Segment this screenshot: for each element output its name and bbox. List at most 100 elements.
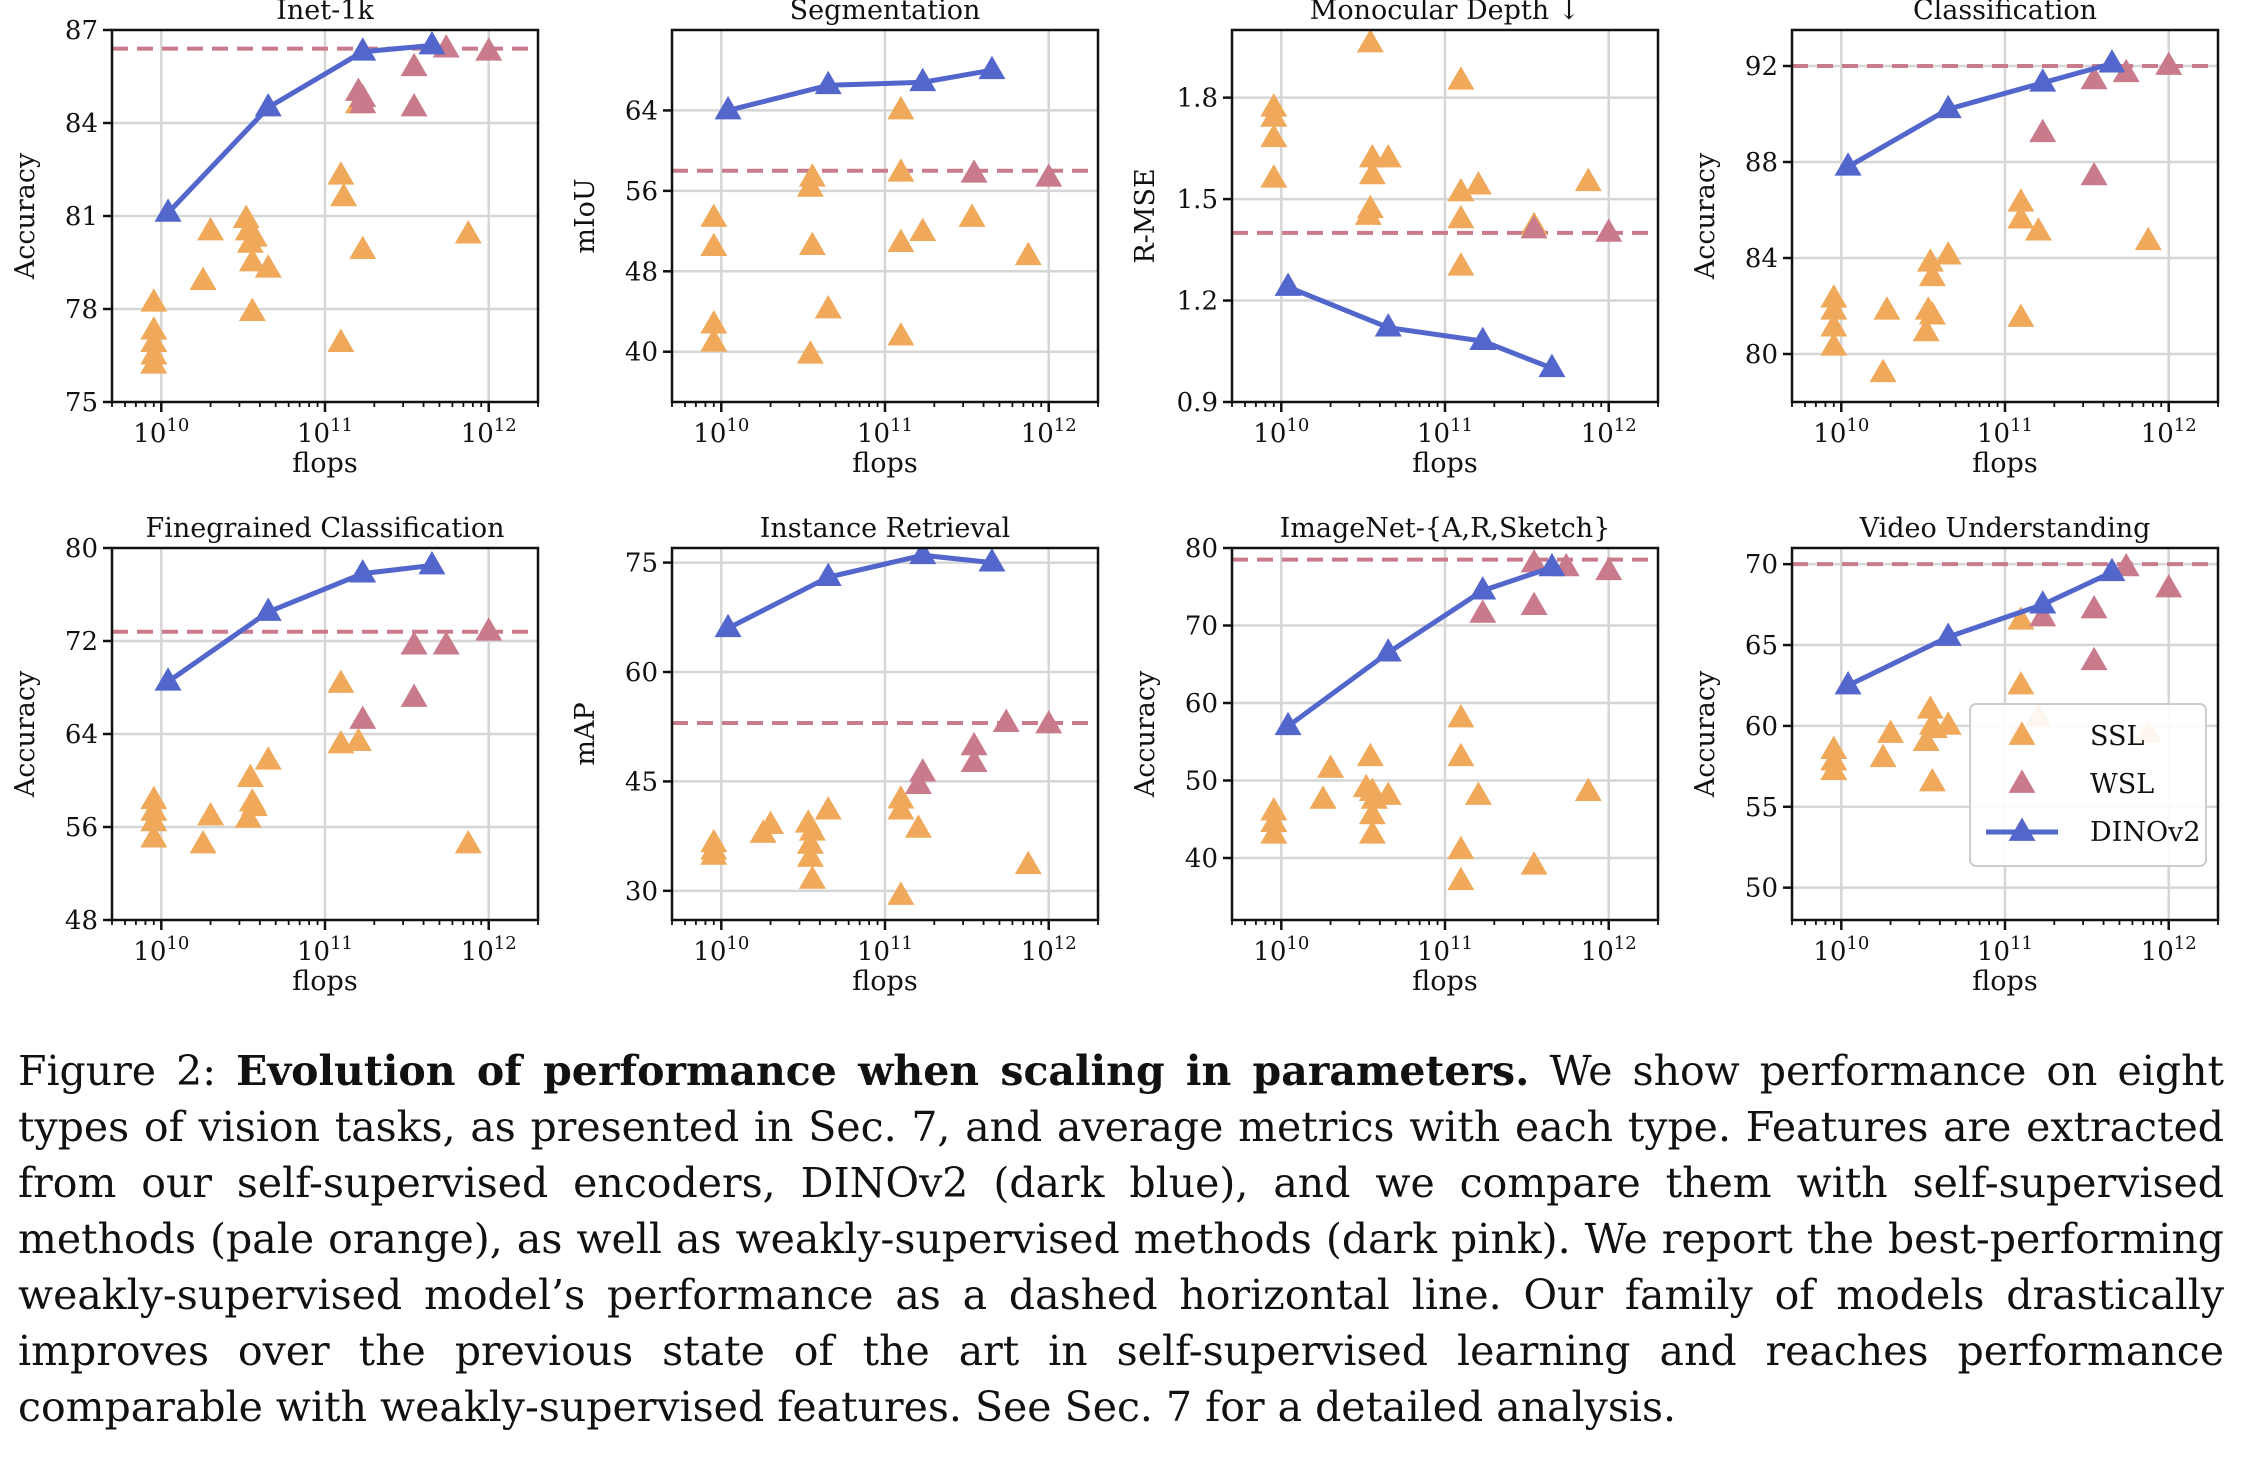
ssl-point [1309, 785, 1337, 809]
chart-panel: 40 48 56 64 1010 1011 1012 Segmentation flops mIo… [570, 0, 1100, 479]
wsl-point [1520, 591, 1548, 616]
x-axis-label: flops [292, 448, 357, 479]
x-tick-label: 1012 [461, 415, 517, 449]
dinov2-point [2098, 49, 2126, 73]
y-tick-label: 75 [625, 549, 658, 579]
ssl-point [454, 829, 482, 854]
y-tick-label: 80 [1745, 340, 1778, 370]
ssl-point [1912, 317, 1940, 342]
ssl-point [1820, 296, 1848, 320]
wsl-point [1595, 556, 1623, 581]
dinov2-point [418, 550, 446, 575]
ssl-point [887, 322, 915, 346]
y-tick-label: 81 [65, 202, 98, 232]
ssl-point [1260, 820, 1288, 844]
ssl-point [887, 158, 915, 182]
ssl-point [2007, 670, 2035, 695]
y-tick-label: 56 [65, 813, 98, 843]
dinov2-line [726, 552, 993, 631]
dinov2-point [154, 667, 182, 691]
y-tick-label: 70 [1745, 550, 1778, 580]
y-tick-label: 84 [65, 109, 98, 139]
ssl-point [1014, 241, 1042, 266]
x-tick-label: 1010 [693, 933, 749, 967]
wsl-point [2080, 65, 2108, 90]
dinov2-point [909, 67, 937, 92]
wsl-point [2029, 603, 2057, 627]
ssl-point [140, 350, 168, 374]
x-tick-label: 1012 [1021, 933, 1077, 967]
ssl-point [236, 763, 264, 788]
y-axis-label: mAP [570, 702, 601, 765]
x-axis-label: flops [292, 966, 357, 997]
dinov2-point [254, 93, 282, 117]
y-tick-label: 40 [625, 338, 658, 368]
ssl-point [140, 288, 168, 312]
wsl-point [2112, 58, 2140, 83]
ssl-point [349, 235, 377, 259]
dinov2-point [1934, 94, 1962, 119]
wsl-point [2112, 552, 2140, 577]
y-tick-label: 80 [65, 534, 98, 564]
y-tick-label: 40 [1185, 844, 1218, 874]
ssl-point [1447, 835, 1475, 860]
dinov2-point [418, 31, 446, 55]
wsl-point [1035, 163, 1063, 187]
x-tick-label: 1011 [857, 933, 913, 967]
dinov2-point [349, 559, 377, 583]
y-tick-label: 55 [1745, 793, 1778, 823]
dinov2-point [814, 562, 842, 587]
ssl-point [887, 796, 915, 820]
ssl-point [197, 217, 225, 241]
ssl-point [1356, 30, 1384, 53]
wsl-point [1469, 599, 1497, 623]
ssl-point [958, 203, 986, 227]
y-tick-label: 72 [65, 627, 98, 657]
chart-panel: 75 78 81 84 87 1010 1011 1012 Inet-1k flops Accura… [10, 0, 540, 479]
dinov2-point [254, 597, 282, 621]
ssl-point [700, 232, 728, 257]
dinov2-point [978, 548, 1006, 572]
wsl-point [2155, 573, 2183, 598]
x-tick-label: 1012 [461, 933, 517, 967]
chart-panel: 0.9 1.2 1.5 1.8 1010 1011 1012 Monocular Depth … [1130, 0, 1660, 479]
ssl-point [140, 328, 168, 352]
ssl-point [1260, 123, 1288, 148]
ssl-point [1869, 358, 1897, 383]
wsl-point [475, 617, 503, 641]
y-tick-label: 1.5 [1177, 185, 1218, 215]
ssl-point [796, 340, 824, 364]
dinov2-point [1934, 622, 1962, 646]
ssl-point [1916, 248, 1944, 272]
ssl-point [1918, 301, 1946, 325]
ssl-point [1820, 284, 1848, 308]
ssl-point [1374, 144, 1402, 168]
y-tick-label: 87 [65, 16, 98, 46]
wsl-point [1520, 549, 1548, 573]
y-axis-label: Accuracy [10, 152, 41, 280]
ssl-point [1447, 252, 1475, 276]
ssl-point [1820, 313, 1848, 337]
wsl-point [349, 83, 377, 108]
ssl-point [327, 328, 355, 352]
ssl-point [1374, 781, 1402, 805]
dinov2-line [166, 562, 433, 684]
ssl-point [1358, 800, 1386, 825]
wsl-point [2080, 161, 2108, 186]
y-axis-label: mIoU [570, 178, 601, 253]
dinov2-point [1834, 152, 1862, 176]
chart-title: Monocular Depth ↓ [1310, 0, 1581, 26]
ssl-point [232, 204, 260, 228]
y-tick-label: 1.8 [1177, 84, 1218, 114]
ssl-point [254, 746, 282, 770]
y-tick-label: 64 [625, 96, 658, 126]
x-tick-label: 1012 [2141, 933, 2197, 967]
wsl-point [400, 683, 428, 707]
y-tick-label: 92 [1745, 52, 1778, 82]
ssl-point [798, 865, 826, 889]
dinov2-point [154, 198, 182, 222]
plot-area [1232, 549, 1658, 891]
wsl-point [2155, 51, 2183, 75]
ssl-point [254, 254, 282, 278]
ssl-point [1317, 754, 1345, 778]
